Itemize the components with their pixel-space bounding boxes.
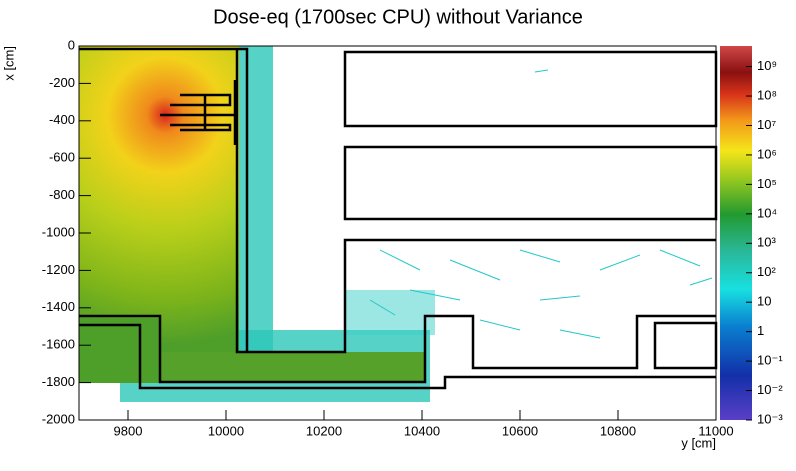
y-tick-label: -1200 [42, 262, 75, 277]
z-tick-label: 10⁷ [757, 117, 776, 132]
color-bar [720, 46, 752, 420]
dose-field [79, 46, 713, 402]
y-tick-label: -1000 [42, 224, 75, 239]
y-tick-label: -2000 [42, 411, 75, 426]
z-tick-label: 1 [757, 323, 764, 338]
z-tick-label: 10⁹ [757, 58, 777, 73]
x-axis-label: y [cm] [681, 435, 716, 450]
z-tick-label: 10⁶ [757, 146, 777, 161]
z-tick-label: 10⁻² [757, 382, 783, 397]
x-tick-label: 10000 [208, 423, 244, 438]
y-tick-label: -1800 [42, 374, 75, 389]
z-tick-label: 10² [757, 264, 776, 279]
z-tick-label: 10⁻³ [757, 411, 783, 426]
z-tick-label: 10³ [757, 235, 776, 250]
z-tick-label: 10⁻¹ [757, 353, 783, 368]
x-tick-label: 10200 [306, 423, 342, 438]
x-tick-label: 10400 [404, 423, 440, 438]
y-axis-label: x [cm] [1, 46, 16, 81]
y-tick-label: -400 [49, 112, 75, 127]
chart-title: Dose-eq (1700sec CPU) without Variance [213, 6, 583, 28]
z-tick-label: 10 [757, 294, 771, 309]
x-tick-label: 10600 [502, 423, 538, 438]
x-tick-label: 11000 [698, 423, 733, 438]
y-tick-label: -1600 [42, 337, 75, 352]
z-tick-label: 10⁵ [757, 176, 777, 191]
x-tick-label: 10800 [600, 423, 636, 438]
y-tick-label: -800 [49, 187, 75, 202]
y-tick-label: 0 [68, 37, 75, 52]
z-tick-label: 10⁴ [757, 205, 777, 220]
y-tick-label: -200 [49, 75, 75, 90]
y-tick-label: -1400 [42, 299, 75, 314]
y-tick-label: -600 [49, 150, 75, 165]
z-tick-label: 10⁸ [757, 87, 777, 102]
x-tick-label: 9800 [114, 423, 143, 438]
